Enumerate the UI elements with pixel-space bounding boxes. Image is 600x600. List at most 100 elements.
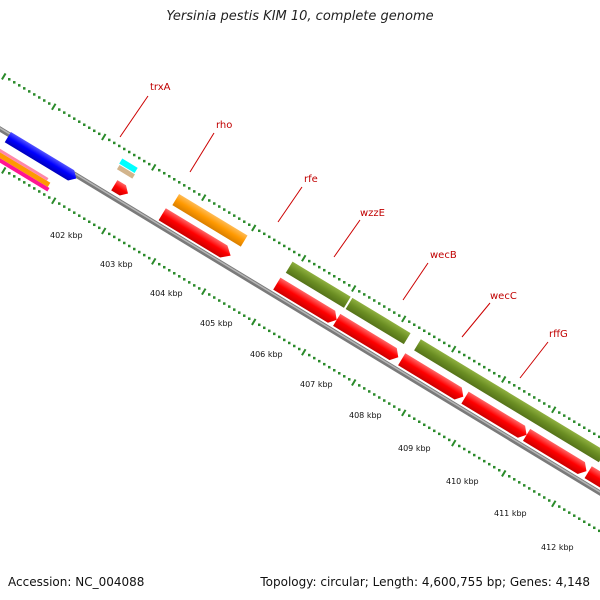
feature-orange-stripe: [0, 145, 51, 187]
outer-major-tick: [551, 406, 557, 414]
feature-magenta: [0, 150, 50, 192]
feature-red-5: [461, 391, 527, 438]
inner-minor-tick: [18, 178, 21, 181]
outer-minor-tick: [438, 338, 441, 342]
outer-minor-tick: [428, 332, 431, 336]
outer-minor-tick: [578, 423, 581, 426]
outer-minor-tick: [223, 208, 226, 211]
inner-major-tick: [401, 409, 407, 417]
outer-minor-tick: [598, 435, 600, 439]
inner-minor-tick: [508, 475, 511, 478]
gene-label-wzzE: wzzE: [360, 208, 385, 219]
outer-minor-tick: [543, 402, 546, 405]
outer-major-tick: [351, 285, 357, 293]
outer-major-tick: [451, 345, 457, 353]
inner-minor-tick: [158, 262, 161, 266]
inner-tick-row: [1, 166, 600, 533]
outer-minor-tick: [188, 187, 191, 190]
inner-minor-tick: [128, 244, 131, 248]
inner-minor-tick: [198, 287, 201, 290]
kbp-label-406: 406 kbp: [250, 350, 283, 359]
gene-label-trxA: trxA: [150, 82, 171, 93]
feature-blue: [4, 131, 77, 181]
outer-major-tick: [151, 163, 157, 171]
outer-minor-tick: [483, 365, 486, 369]
inner-major-tick: [551, 500, 557, 508]
inner-minor-tick: [13, 175, 16, 178]
outer-major-tick: [301, 254, 307, 262]
inner-minor-tick: [78, 214, 81, 217]
kbp-label-403: 403 kbp: [100, 260, 133, 269]
outer-minor-tick: [333, 274, 336, 278]
inner-minor-tick: [63, 205, 66, 208]
outer-major-tick: [51, 103, 57, 111]
outer-minor-tick: [328, 271, 331, 275]
map-title: Yersinia pestis KIM 10, complete genome: [166, 9, 434, 24]
inner-minor-tick: [208, 293, 211, 296]
inner-minor-tick: [528, 487, 531, 490]
outer-minor-tick: [58, 108, 61, 111]
outer-minor-tick: [568, 417, 571, 420]
inner-minor-tick: [258, 323, 261, 327]
inner-major-tick: [351, 379, 357, 387]
inner-minor-tick: [23, 181, 26, 184]
inner-major-tick: [301, 348, 307, 356]
outer-minor-tick: [68, 114, 71, 117]
inner-minor-tick: [513, 478, 516, 481]
inner-minor-tick: [163, 265, 166, 269]
inner-minor-tick: [593, 526, 596, 530]
gene-label-wecB: wecB: [430, 250, 457, 261]
outer-minor-tick: [498, 374, 501, 378]
outer-minor-tick: [538, 399, 541, 402]
inner-minor-tick: [598, 529, 600, 533]
gene-labels: trxA rho rfe wzzE wecB wecC rffG: [150, 82, 568, 340]
inner-major-tick: [501, 469, 507, 477]
outer-minor-tick: [33, 93, 36, 96]
gene-label-wecC: wecC: [490, 291, 517, 302]
inner-minor-tick: [213, 296, 216, 299]
kbp-label-410: 410 kbp: [446, 477, 479, 486]
inner-minor-tick: [313, 356, 316, 360]
outer-minor-tick: [268, 235, 271, 239]
inner-minor-tick: [428, 426, 431, 430]
inner-minor-tick: [558, 505, 561, 508]
inner-major-tick: [251, 318, 257, 326]
inner-minor-tick: [388, 402, 391, 405]
inner-minor-tick: [268, 329, 271, 333]
inner-minor-tick: [88, 220, 91, 224]
gene-label-rfe: rfe: [304, 174, 318, 185]
inner-minor-tick: [123, 241, 126, 245]
outer-minor-tick: [73, 117, 76, 120]
kbp-labels: 402 kbp 403 kbp 404 kbp 405 kbp 406 kbp …: [50, 231, 574, 552]
outer-minor-tick: [83, 123, 86, 126]
inner-minor-tick: [68, 208, 71, 211]
outer-minor-tick: [248, 223, 251, 226]
outer-minor-tick: [528, 393, 531, 396]
outer-minor-tick: [233, 214, 236, 217]
feature-rfe: [285, 261, 351, 308]
outer-minor-tick: [143, 159, 146, 163]
outer-minor-tick: [378, 302, 381, 305]
outer-minor-tick: [573, 420, 576, 423]
feature-wzzE: [345, 297, 411, 345]
outer-minor-tick: [558, 411, 561, 414]
outer-minor-tick: [38, 96, 41, 99]
inner-major-tick: [1, 166, 7, 174]
outer-minor-tick: [133, 153, 136, 157]
outer-minor-tick: [43, 99, 46, 102]
inner-minor-tick: [328, 365, 331, 369]
inner-minor-tick: [288, 341, 291, 345]
gene-features: [0, 131, 600, 513]
inner-minor-tick: [8, 172, 11, 175]
outer-minor-tick: [23, 87, 26, 90]
inner-minor-tick: [423, 423, 426, 427]
kbp-label-408: 408 kbp: [349, 411, 382, 420]
outer-minor-tick: [373, 299, 376, 302]
outer-minor-tick: [418, 326, 421, 329]
outer-minor-tick: [108, 138, 111, 142]
outer-major-tick: [501, 375, 507, 383]
inner-major-tick: [201, 288, 207, 296]
outer-minor-tick: [228, 211, 231, 214]
outer-minor-tick: [163, 171, 166, 175]
outer-minor-tick: [368, 296, 371, 299]
